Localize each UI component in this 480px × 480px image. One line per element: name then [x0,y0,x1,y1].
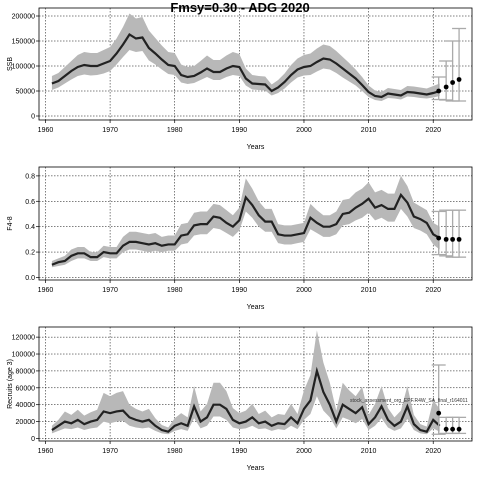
projection-point [436,410,442,416]
x-tick-label: 1980 [167,448,183,455]
series-line [51,32,441,99]
annotation-text: stock_assessment_org_EPF.R4W_SA_final_r1… [350,398,468,404]
x-tick-label: 2010 [361,287,377,294]
y-axis-label: F4-8 [7,216,14,231]
x-tick-label: 1970 [102,287,118,294]
y-tick-label: 0.6 [25,199,35,206]
projection-point [443,236,449,242]
y-tick-label: 0.0 [25,275,35,282]
projection-point [450,426,456,432]
x-tick-label: 2020 [425,287,441,294]
projection-point [436,88,442,94]
figure-title: Fmsy=0.30 - ADG 2020 [170,0,310,15]
x-tick-label: 1960 [38,448,54,455]
plot-frame [38,7,473,121]
x-tick-label: 1980 [167,127,183,134]
x-tick-label: 1980 [167,287,183,294]
projection-point [450,236,456,242]
projection-point [436,235,442,241]
x-tick-label: 2000 [296,287,312,294]
y-tick-label: 0.8 [25,173,35,180]
x-tick-label: 2000 [296,127,312,134]
x-axis-label: Years [247,465,265,472]
y-tick-label: 0 [31,114,35,121]
y-tick-label: 0 [31,436,35,443]
y-tick-label: 50000 [16,89,36,96]
y-tick-label: 100000 [12,64,35,71]
x-tick-label: 2020 [425,448,441,455]
y-tick-label: 80000 [16,368,36,375]
plot-frame [38,326,473,442]
y-tick-label: 150000 [12,39,35,46]
y-tick-label: 0.2 [25,250,35,257]
panel-3: 1960 1970 1980 1990 2000 2010 2020 0 20000 40000 6… [7,326,473,472]
projection-point [456,426,462,432]
x-tick-label: 2000 [296,448,312,455]
x-tick-label: 1960 [38,127,54,134]
confidence-band [51,13,440,101]
x-tick-label: 1970 [102,448,118,455]
x-axis-label: Years [247,304,265,311]
x-tick-label: 2010 [361,448,377,455]
x-tick-label: 1990 [232,127,248,134]
confidence-band [51,330,440,435]
projection-point [456,236,462,242]
x-tick-label: 1970 [102,127,118,134]
y-tick-label: 120000 [12,335,35,342]
x-tick-label: 1990 [232,287,248,294]
y-tick-label: 60000 [16,385,36,392]
x-tick-label: 2010 [361,127,377,134]
x-axis-label: Years [247,144,265,151]
y-axis-label: SSB [7,57,14,71]
projection-point [450,80,456,85]
panel-1: 1960 1970 1980 1990 2000 2010 2020 0 50000 100000… [7,7,473,151]
x-tick-label: 1990 [232,448,248,455]
series-line [51,366,441,433]
projection-point [443,426,449,432]
projection-point [456,77,462,82]
panel-2: 1960 1970 1980 1990 2000 2010 2020 0.0 0.2 0.4 0.6… [7,166,473,311]
y-axis-label: Recruits (age 3) [7,359,14,409]
y-tick-label: 200000 [12,14,35,21]
plot-frame [38,166,473,281]
x-tick-label: 1960 [38,287,54,294]
y-tick-label: 100000 [12,352,35,359]
y-tick-label: 0.4 [25,224,35,231]
y-tick-label: 40000 [16,402,36,409]
projection-point [443,84,449,90]
series-line [51,192,441,266]
y-tick-label: 20000 [16,419,36,426]
x-tick-label: 2020 [425,127,441,134]
